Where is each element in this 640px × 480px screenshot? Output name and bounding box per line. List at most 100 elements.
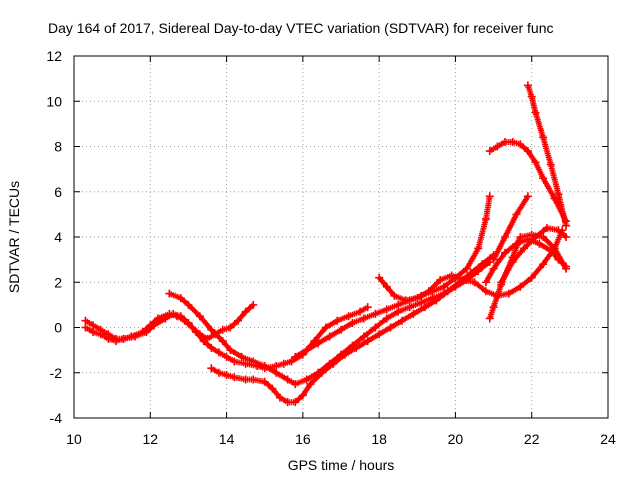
data-point	[279, 359, 288, 368]
data-point	[405, 303, 414, 312]
data-point	[436, 275, 445, 284]
data-point	[523, 147, 532, 156]
data-point	[485, 314, 494, 323]
x-tick-label: 20	[448, 431, 464, 447]
data-point	[241, 307, 250, 316]
data-point	[306, 380, 315, 389]
data-point	[165, 289, 174, 298]
data-point	[260, 361, 269, 370]
data-point	[539, 174, 548, 183]
data-point	[218, 325, 227, 334]
data-point	[489, 264, 498, 273]
data-point	[104, 330, 113, 339]
data-point	[291, 398, 300, 407]
data-point	[474, 244, 483, 253]
series-track-7	[485, 230, 571, 323]
data-point	[478, 260, 487, 269]
data-point	[542, 223, 551, 232]
data-point	[260, 377, 269, 386]
data-point	[394, 307, 403, 316]
data-point	[325, 332, 334, 341]
grid-lines	[74, 56, 608, 418]
series-track-10	[489, 192, 532, 264]
series-track-2	[81, 303, 372, 373]
data-point	[150, 321, 159, 330]
data-point	[199, 337, 208, 346]
data-point	[333, 316, 342, 325]
series-track-6	[375, 226, 567, 305]
data-point	[226, 346, 235, 355]
data-point	[348, 318, 357, 327]
y-tick-label: 0	[54, 320, 62, 336]
data-point	[222, 352, 231, 361]
data-point	[249, 300, 258, 309]
data-point	[417, 298, 426, 307]
data-point	[119, 334, 128, 343]
y-axis-label: SDTVAR / TECUs	[6, 181, 22, 293]
data-point	[142, 328, 151, 337]
data-point	[382, 314, 391, 323]
data-point	[96, 325, 105, 334]
x-tick-label: 16	[295, 431, 311, 447]
data-point	[249, 357, 258, 366]
data-point	[176, 312, 185, 321]
data-point	[562, 262, 571, 271]
data-point	[447, 271, 456, 280]
data-point	[523, 81, 532, 90]
data-point	[531, 233, 540, 241]
chart-title: Day 164 of 2017, Sidereal Day-to-day VTE…	[48, 20, 554, 36]
data-point	[291, 352, 300, 361]
data-point	[466, 269, 475, 278]
data-point	[283, 375, 292, 384]
data-point	[302, 375, 311, 384]
series-track-9	[523, 81, 571, 230]
data-point	[481, 287, 490, 296]
data-point	[287, 357, 296, 366]
data-point	[501, 233, 510, 241]
data-point	[489, 255, 498, 264]
data-point	[382, 282, 391, 291]
data-point	[562, 233, 571, 241]
data-point	[226, 323, 235, 332]
data-point	[268, 384, 277, 393]
data-point	[359, 314, 368, 323]
data-point	[497, 278, 506, 287]
data-point	[520, 244, 529, 253]
data-point	[489, 303, 498, 312]
data-point	[321, 323, 330, 332]
data-point	[111, 334, 120, 343]
y-tick-label: 6	[54, 184, 62, 200]
x-tick-label: 24	[600, 431, 616, 447]
data-point	[481, 214, 490, 223]
data-point	[230, 373, 239, 382]
data-point	[344, 312, 353, 321]
data-point	[302, 346, 311, 355]
data-point	[554, 190, 563, 199]
data-point	[89, 321, 98, 330]
data-point	[314, 339, 323, 348]
data-point	[485, 147, 494, 156]
data-point	[409, 309, 418, 318]
data-point	[527, 273, 536, 282]
data-point	[291, 380, 300, 389]
data-point	[527, 92, 536, 101]
data-point	[539, 260, 548, 269]
data-point	[512, 210, 521, 219]
data-point	[371, 323, 380, 332]
data-point	[394, 300, 403, 309]
data-point	[504, 289, 513, 298]
data-point	[249, 375, 258, 384]
data-point	[470, 278, 479, 287]
data-point	[508, 137, 517, 146]
data-point	[420, 303, 429, 312]
series-track-11	[481, 235, 571, 287]
data-point	[207, 343, 216, 352]
x-tick-label: 12	[142, 431, 158, 447]
data-point	[363, 337, 372, 346]
data-point	[546, 246, 555, 255]
data-point	[432, 296, 441, 305]
y-tick-label: 8	[54, 139, 62, 155]
data-point	[329, 359, 338, 368]
